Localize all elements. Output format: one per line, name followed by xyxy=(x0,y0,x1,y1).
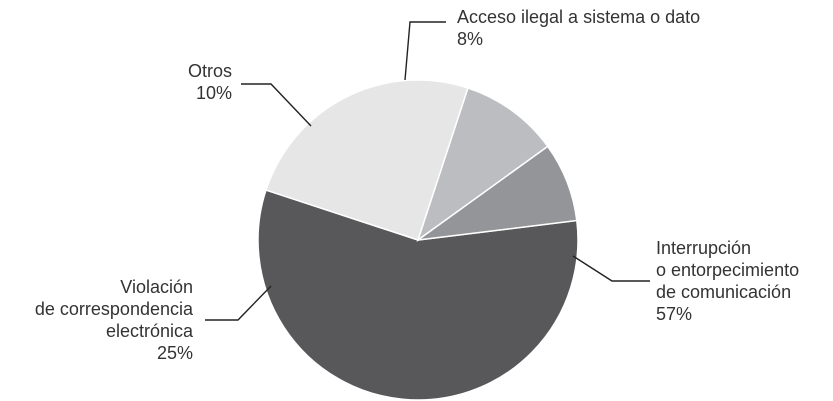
leader-line-otros xyxy=(241,83,312,127)
pie-slice-acceso-ilegal-percent-label: 8% xyxy=(457,29,483,49)
pie-slice-interrupcion-label-line-2: o entorpecimiento xyxy=(656,260,799,280)
leader-line-violacion xyxy=(205,285,272,321)
pie-slice-otros-label-line-1: Otros xyxy=(188,61,232,81)
pie-slice-interrupcion xyxy=(257,189,579,401)
pie-slice-interrupcion-label-line-1: Interrupción xyxy=(656,238,751,258)
pie-slice-violacion-percent-label: 25% xyxy=(157,343,193,363)
pie-slice-acceso-ilegal-label-line-1: Acceso ilegal a sistema o dato xyxy=(457,7,700,27)
pie-slice-otros xyxy=(416,87,549,242)
pie-slice-violacion-label-line-1: Violación xyxy=(120,277,193,297)
leader-line-interrupcion xyxy=(572,255,650,282)
leader-line-acceso-ilegal xyxy=(404,21,446,81)
pie-slice-violacion-label-line-2: de correspondencia xyxy=(35,299,194,319)
pie-slice-violacion xyxy=(265,79,469,241)
pie-slice-interrupcion-percent-label: 57% xyxy=(656,304,692,324)
pie-slice-violacion-label-line-3: electrónica xyxy=(106,321,194,341)
pie-slice-otros-percent-label: 10% xyxy=(196,83,232,103)
pie-slice-acceso-ilegal xyxy=(417,145,578,241)
pie-slice-interrupcion-label-line-3: de comunicación xyxy=(656,282,791,302)
